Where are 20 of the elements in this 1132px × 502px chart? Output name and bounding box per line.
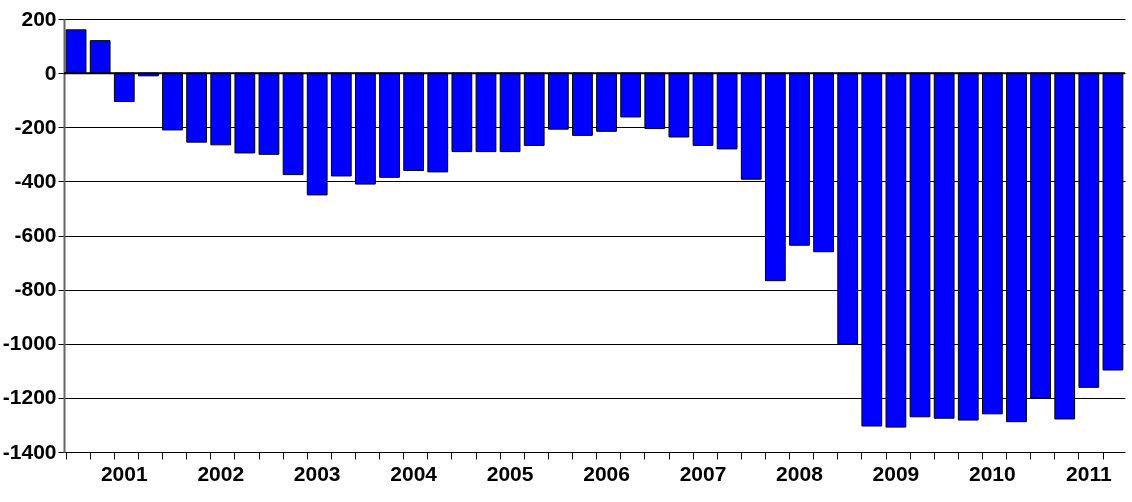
y-tick-label: -800 <box>14 277 57 301</box>
x-tick-label: 2007 <box>679 461 727 485</box>
x-tick-label: 2006 <box>583 461 630 485</box>
y-tick-label: -1400 <box>2 439 57 463</box>
y-tick-label: -1200 <box>2 385 57 409</box>
x-tick-label: 2001 <box>100 461 148 485</box>
y-tick-label: 0 <box>44 60 57 84</box>
y-tick-label: -1000 <box>2 331 57 355</box>
x-tick-label: 2002 <box>197 461 245 485</box>
y-tick-label: -200 <box>14 114 57 138</box>
x-tick-label: 2005 <box>486 461 534 485</box>
x-tick-label: 2010 <box>969 461 1016 485</box>
x-tick-label: 2011 <box>1066 461 1112 485</box>
x-tick-label: 2004 <box>390 461 438 485</box>
x-tick-label: 2003 <box>293 461 341 485</box>
y-tick-label: -600 <box>14 223 57 246</box>
x-tick-label: 2008 <box>776 461 824 485</box>
y-tick-label: -400 <box>14 168 57 192</box>
x-tick-label: 2009 <box>872 461 920 485</box>
y-tick-label: 200 <box>21 6 57 30</box>
